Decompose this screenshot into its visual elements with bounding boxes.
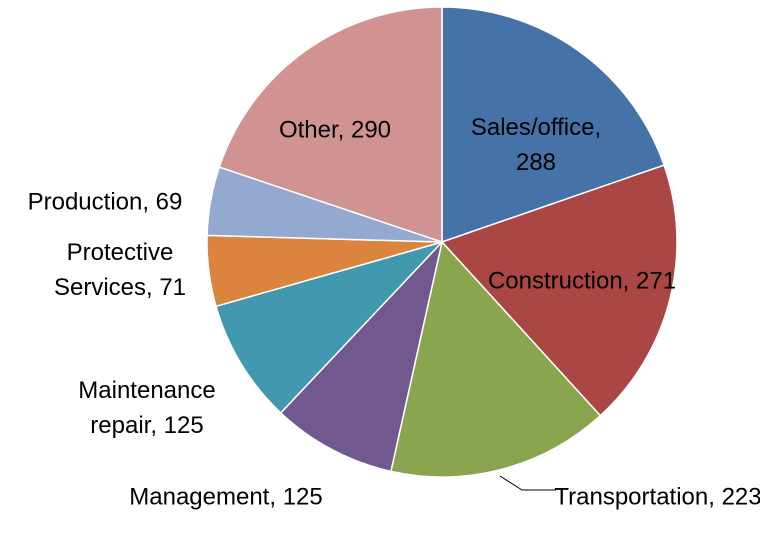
- pie-slice: [218, 6, 443, 244]
- data-label: Other, 290: [278, 116, 392, 144]
- data-label: Transportation, 223: [554, 483, 760, 511]
- pie-slice: [441, 6, 666, 244]
- pie-slice: [279, 239, 444, 473]
- data-label: Management, 125: [129, 483, 323, 511]
- pie-slice: [215, 240, 445, 414]
- data-label: Sales/office, 288: [470, 114, 602, 176]
- data-label: Construction, 271: [487, 267, 677, 295]
- data-label: Protective Services, 71: [53, 239, 187, 301]
- leader-line: [499, 475, 556, 491]
- pie-slice: [440, 164, 678, 417]
- data-label: Maintenance repair, 125: [78, 377, 216, 439]
- pie-slice: [390, 240, 602, 478]
- data-label: Production, 69: [27, 188, 183, 216]
